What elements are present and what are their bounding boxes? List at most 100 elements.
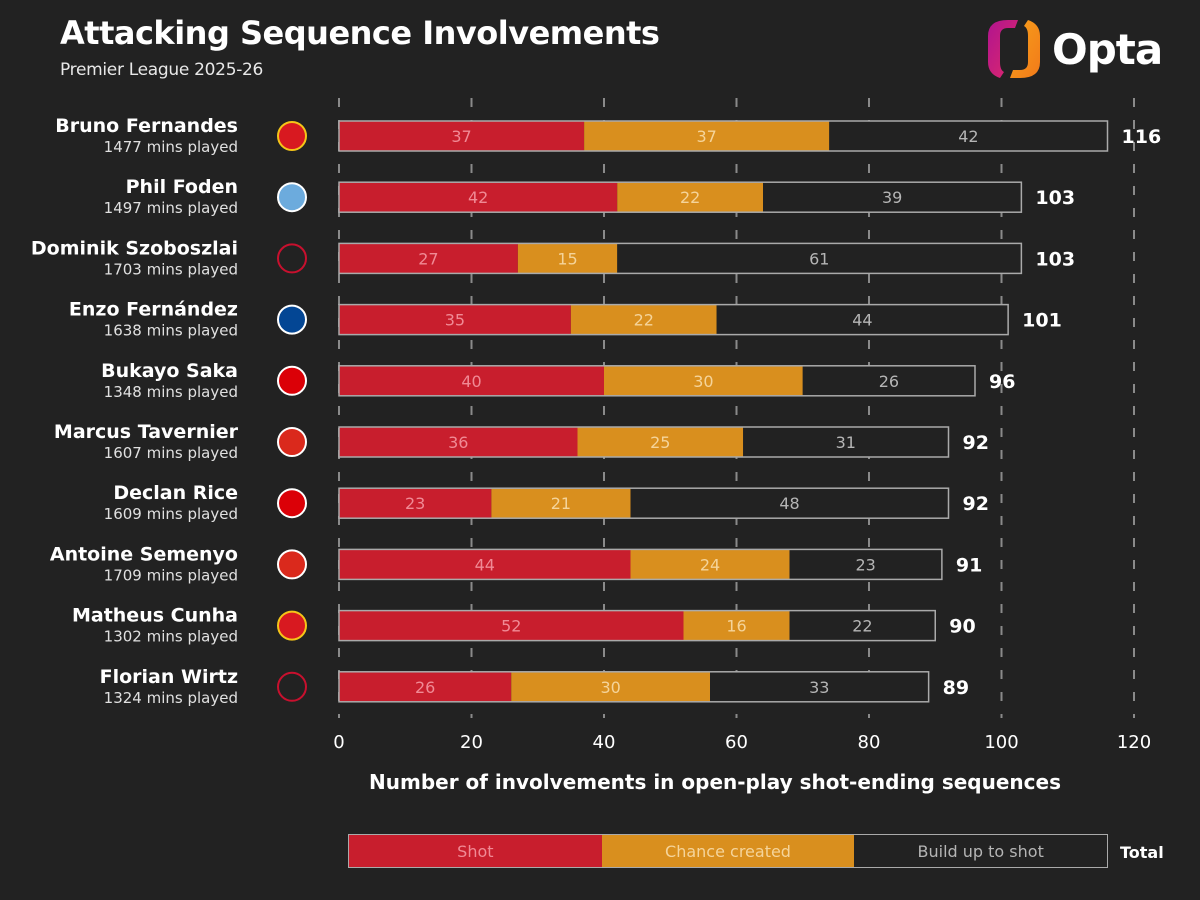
bar-label-shot: 27 [418,249,438,268]
bar-label-chance-created: 37 [697,127,717,146]
bar-segment-chance-created [630,549,790,580]
player-name: Antoine Semenyo [50,543,238,565]
total-label: 116 [1122,126,1162,148]
arsenal-badge-icon [277,365,307,396]
bar-label-build-up: 39 [882,188,902,207]
manchester-city-badge-icon [277,182,307,213]
bar-label-build-up: 22 [852,617,872,636]
total-label: 92 [963,493,989,515]
total-label: 92 [963,432,989,454]
total-label: 90 [949,616,975,638]
minutes-played: 1348 mins played [104,383,238,401]
bar-segment-shot [339,671,512,702]
bar-label-build-up: 44 [852,311,872,330]
bar-segment-shot [339,304,571,335]
bar-label-shot: 26 [415,678,435,697]
bar-segment-shot [339,121,585,151]
bar-segment-shot [339,427,578,457]
bar-label-build-up: 26 [879,372,899,391]
bar-label-shot: 40 [461,372,481,391]
player-name: Bruno Fernandes [55,115,238,137]
liverpool-badge-icon [277,671,307,702]
bar-label-shot: 42 [468,188,488,207]
bar-label-build-up: 61 [809,249,829,268]
player-name: Declan Rice [113,482,238,504]
bar-segment-build-up [617,243,1022,274]
bar-label-chance-created: 21 [551,494,571,513]
bar-label-shot: 23 [405,494,425,513]
legend: Shot Chance created Build up to shot [348,834,1108,868]
player-name: Bukayo Saka [101,360,238,382]
bar-outline [338,671,930,703]
bar-outline [338,365,976,397]
bar-label-shot: 35 [445,311,465,330]
bar-segment-shot [339,549,631,580]
bar-segment-chance-created [511,671,710,702]
total-label: 89 [943,677,969,699]
bar-segment-chance-created [577,427,744,457]
bar-label-shot: 44 [475,555,495,574]
minutes-played: 1638 mins played [104,322,238,340]
bar-segment-chance-created [604,365,803,396]
legend-item-chance-created: Chance created [601,835,855,867]
bar-label-build-up: 31 [836,433,856,452]
manchester-united-badge-icon [277,121,307,151]
bar-segment-build-up [789,549,942,580]
total-label: 91 [956,554,982,576]
legend-total-label: Total [1120,843,1164,862]
bar-outline [338,242,1023,275]
chelsea-badge-icon [277,304,307,335]
arsenal-badge-icon [277,488,307,519]
bar-label-build-up: 48 [779,494,799,513]
bar-outline [338,426,950,458]
x-tick-label: 120 [1117,732,1151,753]
bar-segment-build-up [789,610,936,641]
manchester-united-badge-icon [277,610,307,641]
x-tick-label: 40 [593,732,616,753]
legend-item-build-up: Build up to shot [854,835,1108,867]
bar-label-chance-created: 25 [650,433,670,452]
player-name: Marcus Tavernier [54,421,239,443]
bar-label-chance-created: 22 [680,188,700,207]
bar-label-chance-created: 16 [726,617,746,636]
bar-segment-shot [339,243,518,274]
bar-segment-build-up [829,121,1108,151]
total-label: 103 [1035,187,1075,209]
bar-segment-chance-created [517,243,618,274]
bar-segment-build-up [630,488,949,519]
minutes-played: 1497 mins played [104,199,238,217]
liverpool-badge-icon [277,243,307,274]
minutes-played: 1703 mins played [104,260,238,278]
minutes-played: 1477 mins played [104,138,238,156]
total-label: 103 [1035,248,1075,270]
bar-label-chance-created: 22 [634,311,654,330]
player-name: Matheus Cunha [72,605,238,627]
player-name: Dominik Szoboszlai [31,237,238,259]
bar-segment-build-up [763,182,1022,213]
player-name: Florian Wirtz [100,666,238,688]
bar-segment-build-up [802,365,975,396]
bournemouth-badge-icon [277,549,307,580]
bar-label-build-up: 42 [958,127,978,146]
bar-segment-shot [339,610,684,641]
minutes-played: 1709 mins played [104,566,238,584]
bar-outline [338,487,950,519]
minutes-played: 1324 mins played [104,689,238,707]
player-name: Phil Foden [126,176,238,198]
bar-label-chance-created: 24 [700,555,720,574]
bar-segment-chance-created [584,121,830,151]
minutes-played: 1302 mins played [104,628,238,646]
bar-segment-chance-created [570,304,717,335]
bar-outline [338,120,1109,152]
bar-label-shot: 37 [451,127,471,146]
bar-segment-shot [339,488,492,519]
total-label: 96 [989,371,1015,393]
bar-segment-build-up [716,304,1009,335]
